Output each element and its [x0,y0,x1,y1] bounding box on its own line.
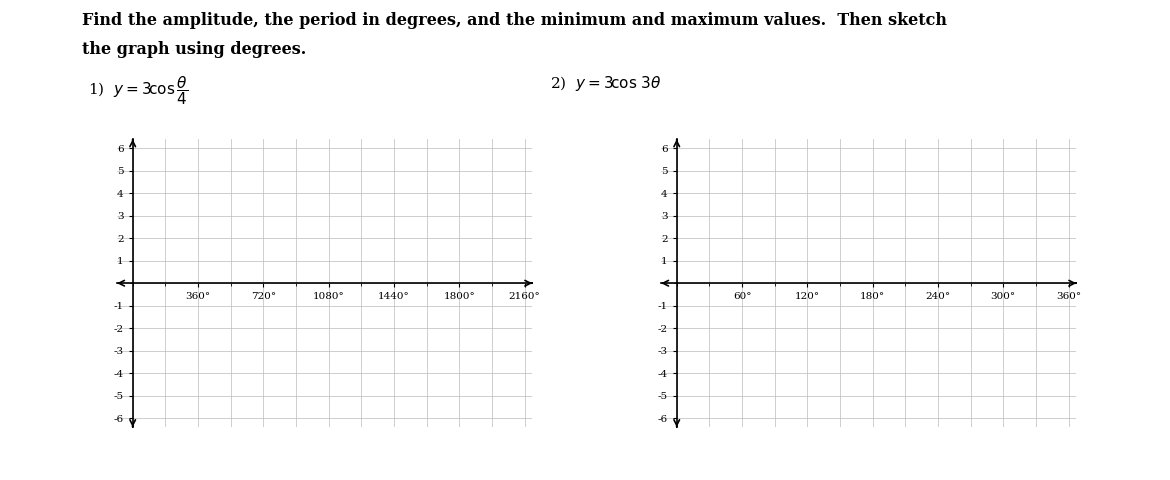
Text: 1)  $y = 3\!\cos\dfrac{\theta}{4}$: 1) $y = 3\!\cos\dfrac{\theta}{4}$ [88,74,188,107]
Text: the graph using degrees.: the graph using degrees. [82,41,307,58]
Text: Find the amplitude, the period in degrees, and the minimum and maximum values.  : Find the amplitude, the period in degree… [82,12,947,29]
Text: 2)  $y = 3\!\cos\,3\theta$: 2) $y = 3\!\cos\,3\theta$ [550,74,661,94]
